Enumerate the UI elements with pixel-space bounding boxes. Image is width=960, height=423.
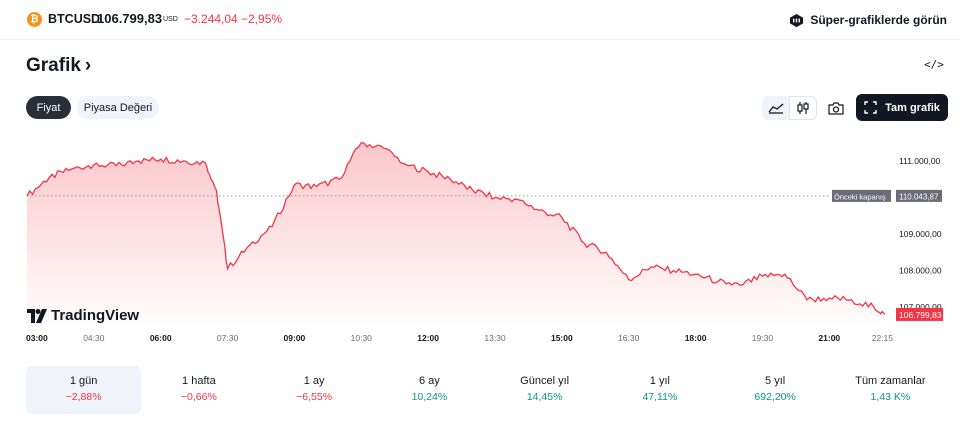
range-label: Tüm zamanlar [855, 375, 926, 387]
fullscreen-icon [864, 101, 877, 114]
price-chart[interactable]: Önceki kapanış 110.043,87 111.000,00 109.0… [0, 125, 960, 350]
range-change: −0,66% [180, 391, 217, 403]
last-price: 106.799,83 [97, 11, 163, 26]
tab-market-cap[interactable]: Piyasa Değeri [77, 96, 159, 119]
y-tick-label: 108.000,00 [899, 266, 942, 276]
range-label: 1 gün [69, 375, 98, 387]
section-title-text: Grafik [26, 55, 81, 76]
price-change: −3.244,04 [184, 12, 238, 26]
range-label: 1 ay [303, 375, 325, 387]
x-tick-label: 12:00 [417, 333, 439, 343]
tab-price[interactable]: Fiyat [26, 96, 71, 119]
tradingview-text: TradingView [51, 307, 140, 324]
tradingview-logo-icon [27, 308, 47, 323]
super-charts-icon [790, 13, 804, 27]
range-tab[interactable]: 5 yıl 692,20% [718, 366, 833, 414]
x-tick-label: 21:00 [818, 333, 840, 343]
x-tick-label: 15:00 [551, 333, 573, 343]
range-tab[interactable]: 1 yıl 47,11% [602, 366, 717, 414]
symbol-name[interactable]: BTCUSD [48, 12, 101, 26]
symbol-header: ₿ BTCUSD 106.799,83 USD −3.244,04 −2,95%… [0, 0, 960, 40]
x-tick-label: 18:00 [685, 333, 707, 343]
last-price-label: 106.799,83 [899, 310, 942, 320]
range-tab[interactable]: 1 ay −6,55% [257, 366, 372, 414]
x-tick-label: 04:30 [83, 333, 105, 343]
range-tab[interactable]: Tüm zamanlar 1,43 K% [833, 366, 948, 414]
tradingview-watermark: TradingView [27, 307, 139, 324]
x-tick-label: 03:00 [26, 333, 48, 343]
x-tick-label: 16:30 [618, 333, 640, 343]
snapshot-button[interactable] [822, 96, 850, 120]
x-tick-label: 06:00 [150, 333, 172, 343]
camera-icon [828, 101, 844, 115]
range-change: 1,43 K% [870, 391, 911, 403]
full-chart-button[interactable]: Tam grafik [856, 94, 948, 121]
range-label: 1 hafta [182, 375, 216, 387]
y-tick-label: 109.000,00 [899, 229, 942, 239]
range-label: Güncel yıl [520, 375, 570, 387]
area-chart-icon [768, 103, 784, 114]
range-label: 5 yıl [765, 375, 786, 387]
price-line [26, 141, 886, 315]
range-tab[interactable]: 6 ay 10,24% [372, 366, 487, 414]
x-tick-label: 10:30 [351, 333, 373, 343]
price-change-percent: −2,95% [241, 12, 283, 26]
price-area [27, 142, 885, 321]
range-change: −2,88% [65, 391, 102, 403]
range-tab[interactable]: 1 hafta −0,66% [141, 366, 256, 414]
previous-close-price-tag [896, 189, 942, 202]
range-tab[interactable]: Güncel yıl 14,45% [487, 366, 602, 414]
range-change: −6,55% [296, 391, 333, 403]
x-tick-label: 07:30 [217, 333, 239, 343]
bitcoin-logo-icon: ₿ [27, 12, 42, 27]
super-charts-link[interactable]: Süper-grafiklerde görün [789, 10, 947, 30]
previous-close-label: Önceki kapanış [834, 192, 886, 201]
x-tick-label: 22:15 [872, 333, 894, 343]
currency-label: USD [163, 16, 178, 23]
range-change: 47,11% [642, 391, 678, 403]
candlestick-icon [797, 102, 809, 114]
super-charts-label: Süper-grafiklerde görün [810, 13, 947, 27]
range-change: 14,45% [526, 391, 563, 403]
range-label: 1 yıl [649, 375, 670, 387]
last-price-tag [896, 307, 943, 321]
previous-close-price: 110.043,87 [899, 192, 939, 201]
chart-section-title[interactable]: Grafik › [26, 55, 91, 77]
y-tick-label: 107.000,00 [899, 302, 942, 312]
chevron-right-icon: › [84, 55, 92, 76]
candlestick-chart-button[interactable] [789, 96, 817, 120]
range-label: 6 ay [418, 375, 440, 387]
embed-code-button[interactable]: </> [924, 58, 944, 71]
range-selector: 1 gün −2,88% 1 hafta −0,66% 1 ay −6,55% 6 ay 10… [26, 366, 948, 414]
x-tick-label: 13:30 [484, 333, 506, 343]
previous-close-tag [832, 189, 891, 202]
y-tick-label: 111.000,00 [899, 156, 941, 166]
range-tab[interactable]: 1 gün −2,88% [26, 366, 142, 414]
x-tick-label: 09:00 [284, 333, 306, 343]
range-change: 10,24% [411, 391, 448, 403]
range-change: 692,20% [754, 391, 796, 403]
area-chart-button[interactable] [762, 96, 790, 120]
full-chart-label: Tam grafik [885, 101, 940, 114]
x-tick-label: 19:30 [752, 333, 774, 343]
